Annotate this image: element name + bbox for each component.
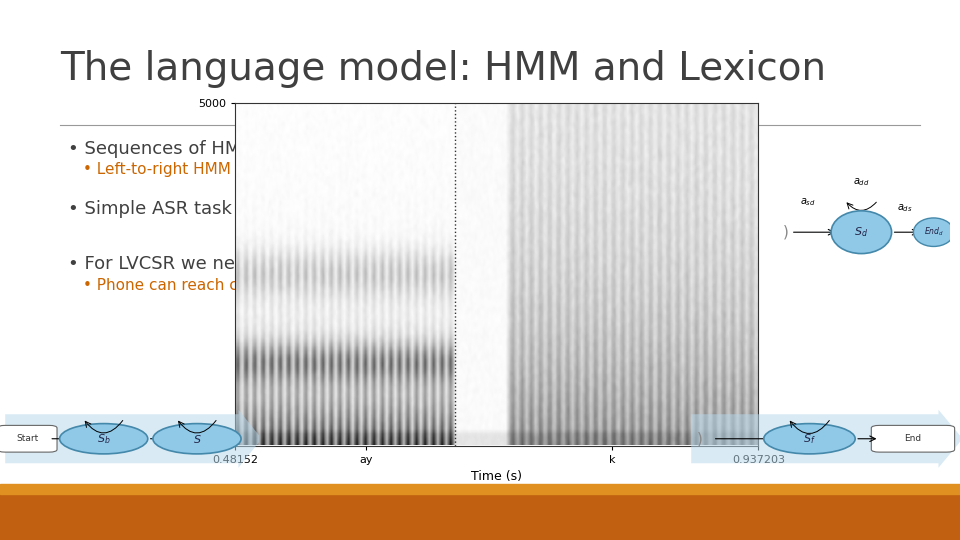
Text: $S_b$: $S_b$ xyxy=(97,432,110,445)
Text: ): ) xyxy=(782,225,788,240)
Bar xyxy=(0,484,960,494)
Text: $S$: $S$ xyxy=(193,433,202,445)
Text: ): ) xyxy=(697,431,703,446)
Text: The language model: HMM and Lexicon: The language model: HMM and Lexicon xyxy=(60,50,826,88)
Text: $a_{sd}$: $a_{sd}$ xyxy=(800,197,816,208)
Text: • For LVCSR we need more: • For LVCSR we need more xyxy=(68,255,310,273)
FancyBboxPatch shape xyxy=(0,426,57,452)
Text: End: End xyxy=(904,434,922,443)
FancyArrow shape xyxy=(5,410,262,468)
Bar xyxy=(0,488,960,540)
FancyBboxPatch shape xyxy=(872,426,954,452)
Text: • Simple ASR task: • Simple ASR task xyxy=(68,200,232,218)
Text: • Sequences of HMM states concatenated: • Sequences of HMM states concatenated xyxy=(68,140,445,158)
Text: Start: Start xyxy=(16,434,38,443)
Text: $S_d$: $S_d$ xyxy=(854,225,869,239)
Text: • Left-to-right HMM: • Left-to-right HMM xyxy=(83,162,230,177)
Circle shape xyxy=(831,211,892,254)
Text: $a_{dd}$: $a_{dd}$ xyxy=(853,177,870,188)
Circle shape xyxy=(60,423,148,454)
Text: $End_d$: $End_d$ xyxy=(924,226,944,239)
Text: $S_f$: $S_f$ xyxy=(804,432,816,445)
Text: • Phone can reach context (t): • Phone can reach context (t) xyxy=(83,277,310,292)
Circle shape xyxy=(914,218,953,246)
Circle shape xyxy=(153,423,241,454)
FancyArrow shape xyxy=(691,410,960,468)
X-axis label: Time (s): Time (s) xyxy=(471,470,522,483)
Text: $a_{ds}$: $a_{ds}$ xyxy=(898,202,913,214)
Circle shape xyxy=(764,423,855,454)
